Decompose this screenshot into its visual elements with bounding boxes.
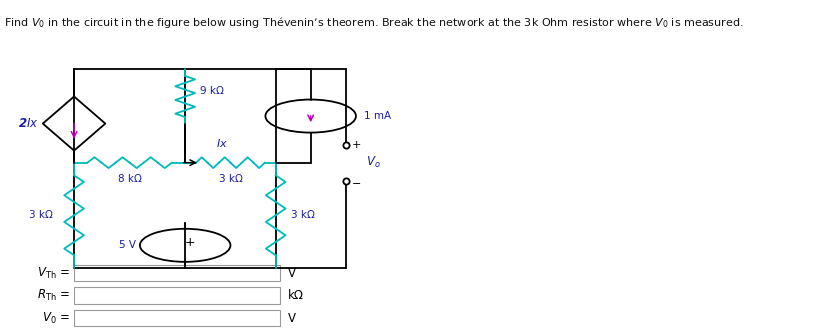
Text: 8 kΩ: 8 kΩ [118,174,142,184]
Text: kΩ: kΩ [288,289,304,302]
Text: 1 mA: 1 mA [364,111,391,121]
Text: 3 kΩ: 3 kΩ [218,174,243,184]
Text: $V_0$ =: $V_0$ = [42,311,70,326]
Text: +: + [352,140,361,150]
Text: $R_{\mathrm{Th}}$ =: $R_{\mathrm{Th}}$ = [37,288,70,303]
Text: −: − [352,179,361,189]
Text: V: V [288,312,296,325]
Text: $V_{\mathrm{Th}}$ =: $V_{\mathrm{Th}}$ = [37,266,70,281]
FancyBboxPatch shape [74,310,280,327]
FancyBboxPatch shape [74,287,280,304]
Text: 9 kΩ: 9 kΩ [200,86,224,96]
Text: $V_o$: $V_o$ [366,155,381,170]
Text: V: V [288,267,296,280]
Text: 2$Ix$: 2$Ix$ [18,117,39,130]
Text: 3 kΩ: 3 kΩ [29,210,53,220]
FancyBboxPatch shape [74,265,280,281]
Text: +: + [185,236,195,249]
Text: Find $V_0$ in the circuit in the figure below using Thévenin’s theorem. Break th: Find $V_0$ in the circuit in the figure … [4,15,744,30]
Text: $Ix$: $Ix$ [216,137,228,149]
Text: 3 kΩ: 3 kΩ [291,210,314,220]
Text: 5 V: 5 V [119,240,136,250]
